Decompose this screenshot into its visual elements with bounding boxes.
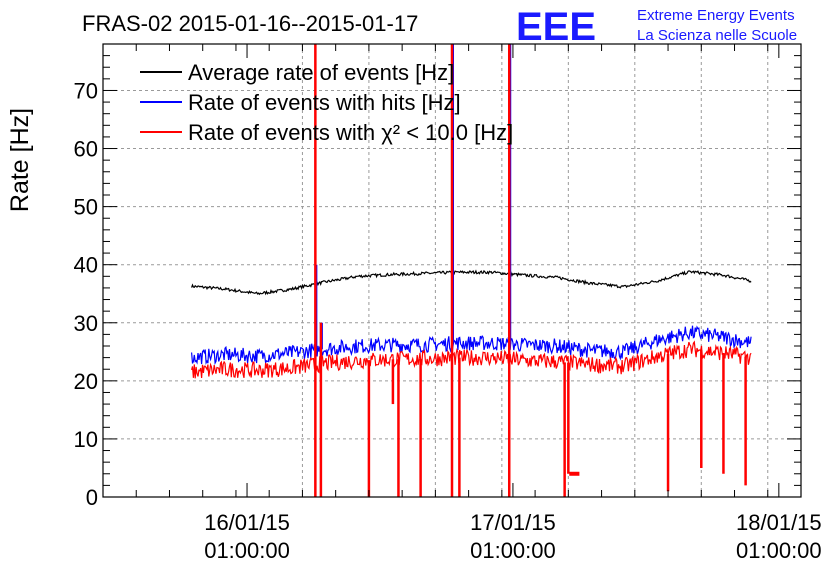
x-tick-label-time: 01:00:00 <box>736 538 822 563</box>
x-tick-label-date: 16/01/15 <box>204 510 290 535</box>
x-tick-label-time: 01:00:00 <box>470 538 556 563</box>
y-tick-label: 50 <box>74 195 98 220</box>
y-tick-label: 20 <box>74 369 98 394</box>
x-tick-label-time: 01:00:00 <box>204 538 290 563</box>
x-tick-label-date: 17/01/15 <box>470 510 556 535</box>
legend: Average rate of events [Hz] Rate of event… <box>140 60 513 145</box>
series-line <box>191 269 752 296</box>
axes <box>102 43 802 498</box>
y-tick-label: 10 <box>74 427 98 452</box>
logo-line2: La Scienza nelle Scuole <box>637 27 797 44</box>
legend-label: Rate of events with χ² < 10.0 [Hz] <box>188 120 513 145</box>
eee-logo: EEE Extreme Energy Events La Scienza nel… <box>516 5 797 49</box>
series-line <box>191 340 752 379</box>
y-tick-label: 60 <box>74 137 98 162</box>
legend-label: Rate of events with hits [Hz] <box>188 90 461 115</box>
x-tick-label-date: 18/01/15 <box>736 510 822 535</box>
legend-label: Average rate of events [Hz] <box>188 60 454 85</box>
y-tick-label: 40 <box>74 253 98 278</box>
logo-line1: Extreme Energy Events <box>637 7 795 24</box>
y-tick-label: 30 <box>74 311 98 336</box>
y-tick-label: 0 <box>86 485 98 510</box>
plot-frame <box>102 43 802 498</box>
series-layer <box>191 44 752 497</box>
ticks: 0 10 20 30 40 50 60 70 16/01/15 01:00:00 17/01/15 0… <box>74 44 822 563</box>
y-axis-label: Rate [Hz] <box>6 108 34 212</box>
y-tick-label: 70 <box>74 78 98 103</box>
chart-title: FRAS-02 2015-01-16--2015-01-17 <box>82 11 418 36</box>
series-line <box>191 325 752 366</box>
logo-letters: EEE <box>516 5 596 49</box>
